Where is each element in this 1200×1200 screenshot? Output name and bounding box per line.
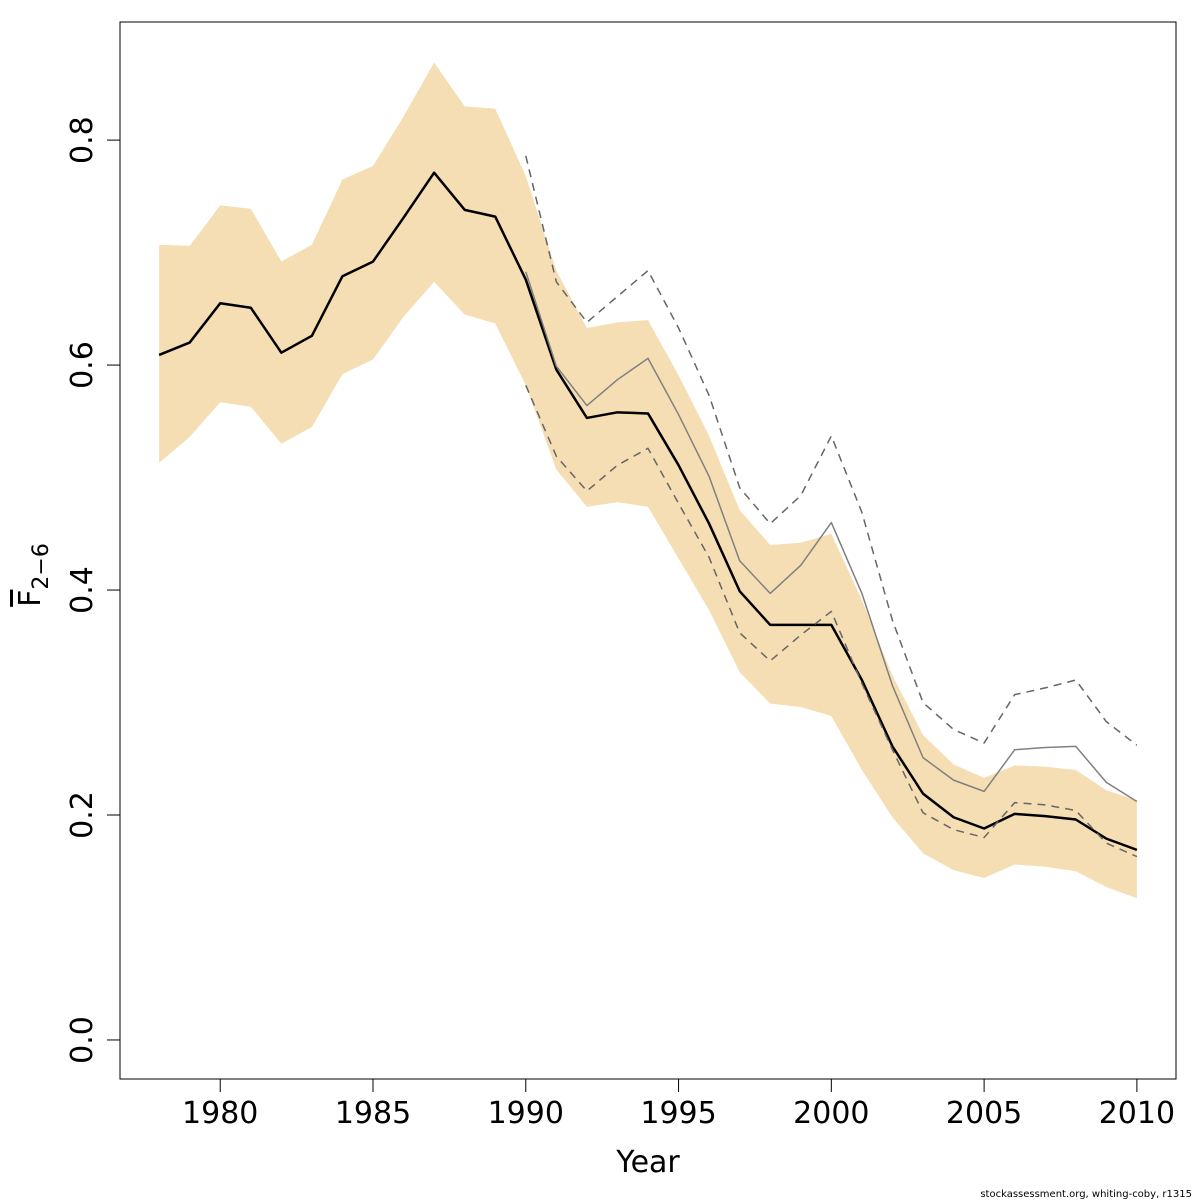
y-tick-label: 0.4	[65, 566, 100, 614]
x-tick-label: 2000	[793, 1096, 869, 1131]
x-tick-label: 1980	[182, 1096, 258, 1131]
x-tick-label: 2005	[946, 1096, 1022, 1131]
series-line	[525, 385, 1138, 858]
y-label-symbol: F	[13, 590, 48, 607]
series-line	[158, 171, 1138, 852]
series-line	[525, 271, 1138, 803]
y-tick-label: 0.0	[65, 1016, 100, 1064]
y-axis-label: F2−6	[13, 543, 54, 607]
plot-area	[158, 62, 1138, 899]
y-tick-label: 0.2	[65, 791, 100, 839]
y-tick-label: 0.6	[65, 341, 100, 389]
x-tick-label: 1985	[335, 1096, 411, 1131]
x-tick-label: 1990	[488, 1096, 564, 1131]
x-tick-label: 1995	[640, 1096, 716, 1131]
x-axis-label: Year	[615, 1145, 680, 1180]
confidence-band	[159, 62, 1137, 899]
footer: stockassessment.org, whiting-coby, r1315	[980, 1189, 1192, 1200]
y-tick-label: 0.8	[65, 116, 100, 164]
y-label-subscript: 2−6	[29, 543, 54, 589]
x-tick-label: 2010	[1099, 1096, 1175, 1131]
